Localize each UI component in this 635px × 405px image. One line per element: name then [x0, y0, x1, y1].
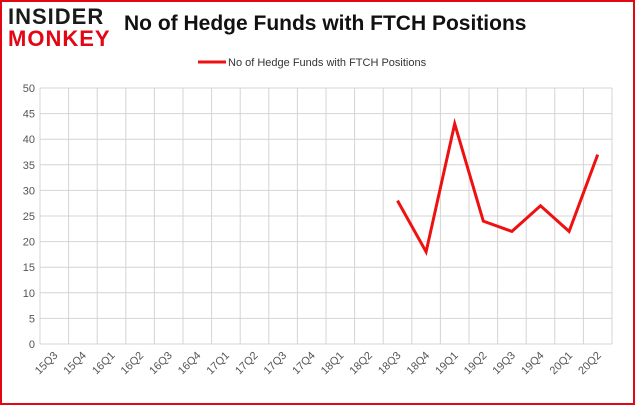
- x-tick-label: 18Q3: [376, 350, 404, 378]
- x-tick-label: 18Q4: [405, 350, 433, 378]
- y-tick-label: 25: [23, 211, 35, 223]
- x-tick-label: 16Q4: [176, 350, 204, 378]
- x-tick-label: 15Q4: [61, 350, 89, 378]
- x-tick-label: 17Q2: [233, 350, 261, 378]
- logo-line-1: INSIDER: [8, 4, 105, 29]
- x-tick-label: 15Q3: [33, 350, 61, 378]
- x-tick-label: 20Q1: [548, 350, 576, 378]
- y-tick-label: 30: [23, 185, 35, 197]
- y-tick-label: 5: [29, 313, 35, 325]
- x-tick-label: 17Q4: [290, 350, 318, 378]
- y-tick-label: 40: [23, 134, 35, 146]
- x-tick-label: 20Q2: [576, 350, 604, 378]
- x-tick-label: 18Q2: [347, 350, 375, 378]
- y-tick-label: 35: [23, 160, 35, 172]
- legend-label: No of Hedge Funds with FTCH Positions: [228, 57, 427, 69]
- x-tick-label: 16Q3: [147, 350, 175, 378]
- y-tick-label: 20: [23, 237, 35, 249]
- chart-title: No of Hedge Funds with FTCH Positions: [124, 12, 527, 35]
- logo-line-2: MONKEY: [8, 26, 111, 51]
- x-tick-label: 19Q4: [519, 350, 547, 378]
- y-tick-label: 0: [29, 339, 35, 351]
- y-tick-label: 15: [23, 262, 35, 274]
- x-tick-label: 17Q3: [262, 350, 290, 378]
- x-tick-label: 18Q1: [319, 350, 347, 378]
- insider-monkey-logo: INSIDER MONKEY: [8, 4, 118, 52]
- x-tick-label: 17Q1: [204, 350, 232, 378]
- x-tick-label: 19Q1: [433, 350, 461, 378]
- y-tick-label: 10: [23, 288, 35, 300]
- y-tick-label: 45: [23, 109, 35, 121]
- x-tick-label: 16Q2: [119, 350, 147, 378]
- y-tick-label: 50: [23, 83, 35, 95]
- x-tick-label: 19Q2: [462, 350, 490, 378]
- series-line: [396, 117, 600, 256]
- x-tick-label: 19Q3: [490, 350, 518, 378]
- x-tick-label: 16Q1: [90, 350, 118, 378]
